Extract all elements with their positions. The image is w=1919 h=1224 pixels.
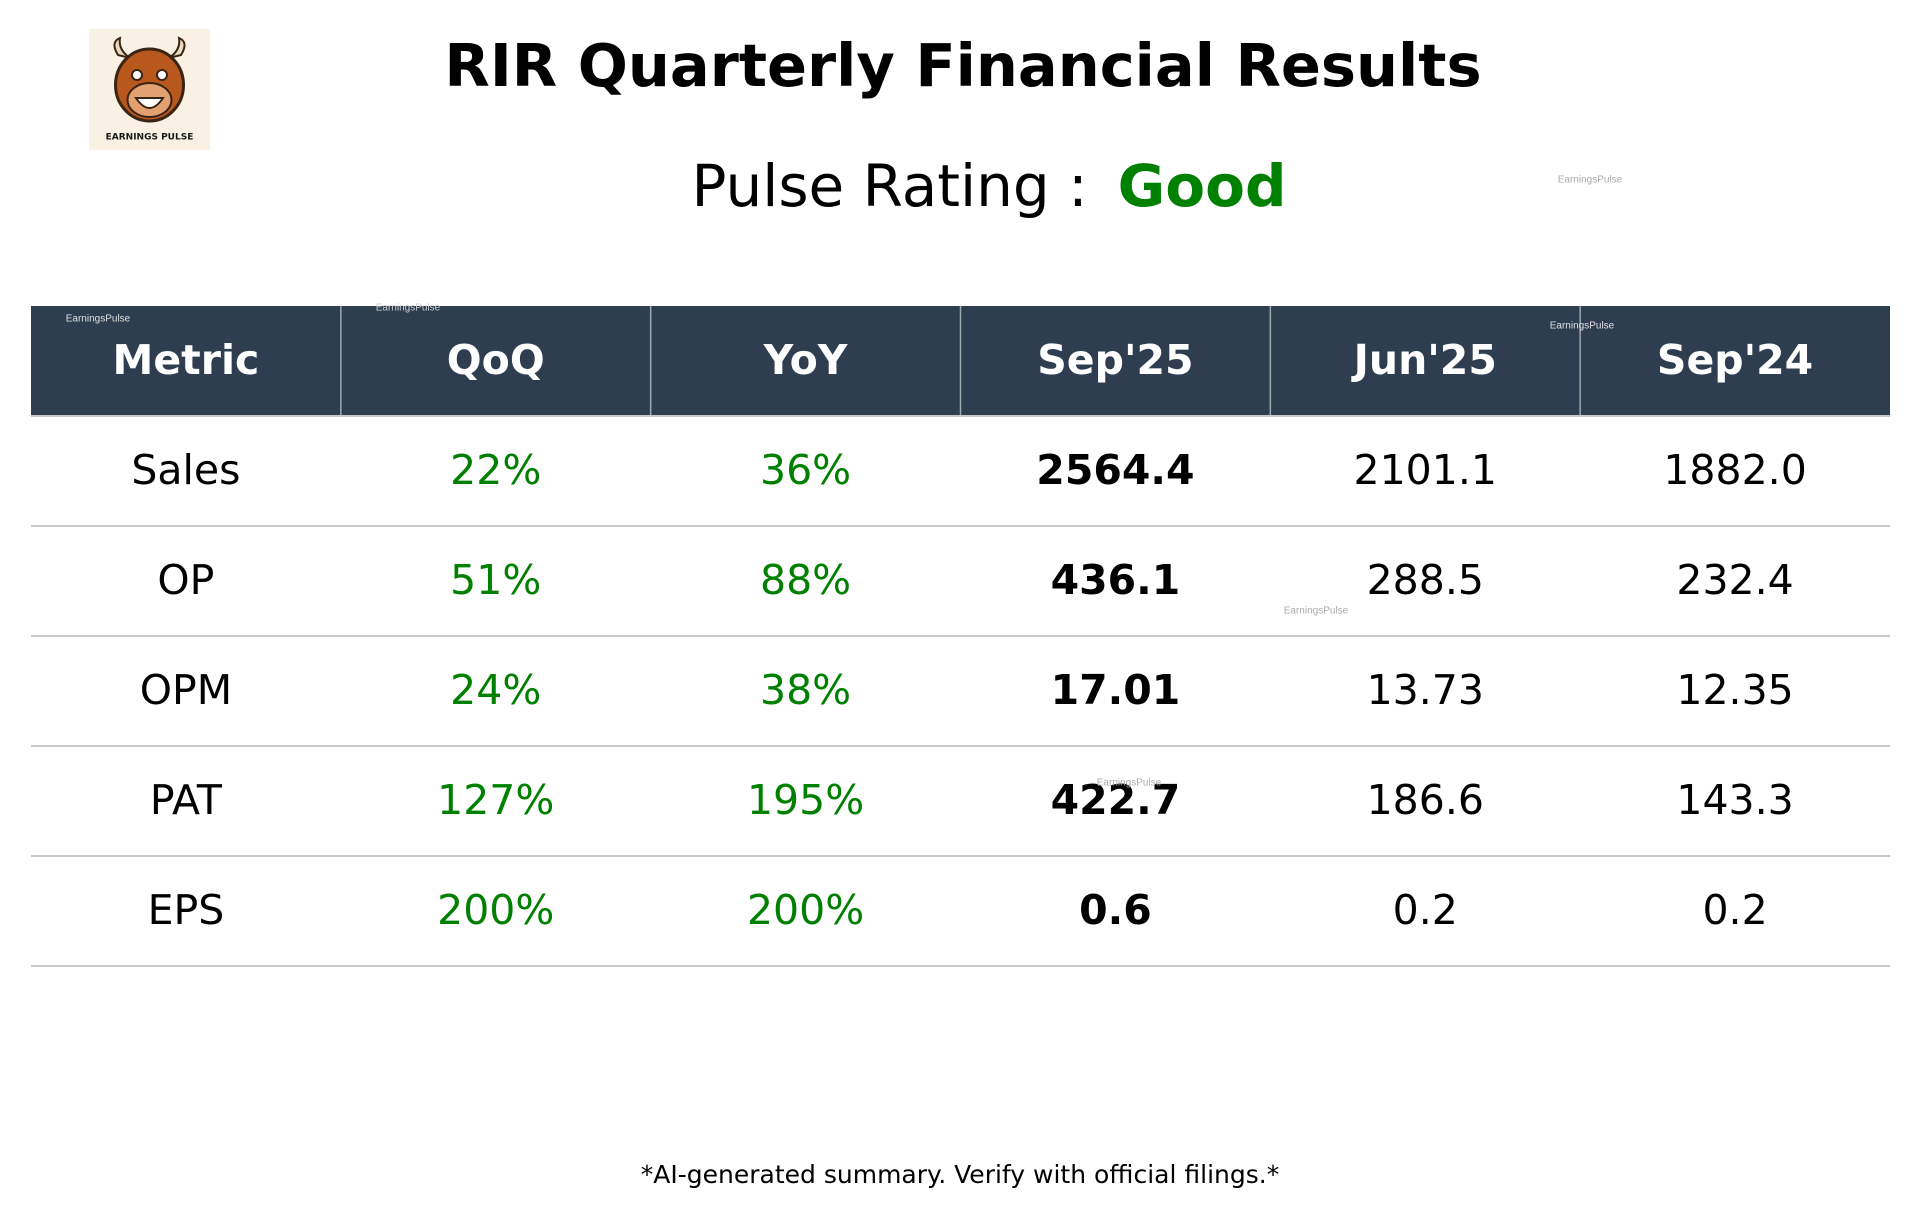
rating-label: Pulse Rating : <box>692 152 1088 220</box>
metric-name: PAT <box>150 776 223 824</box>
metric-name: EPS <box>148 886 225 934</box>
rating-value: Good <box>1118 152 1287 220</box>
watermark: EarningsPulse <box>66 314 131 325</box>
footer-note: *AI-generated summary. Verify with offic… <box>641 1160 1279 1189</box>
metric-name: Sales <box>131 446 240 494</box>
column-header: YoY <box>763 336 849 384</box>
metric-name: OPM <box>140 666 232 714</box>
cell-value: 36% <box>760 446 851 494</box>
cell-value: 422.7 <box>1051 776 1181 824</box>
title: RIR Quarterly Financial Results <box>444 31 1481 100</box>
cell-value: 2101.1 <box>1354 446 1497 494</box>
metric-name: OP <box>157 556 214 604</box>
watermark: EarningsPulse <box>1097 778 1162 789</box>
cell-value: 0.2 <box>1393 886 1458 934</box>
cell-value: 0.2 <box>1702 886 1767 934</box>
cell-value: 436.1 <box>1051 556 1181 604</box>
column-header: Jun'25 <box>1351 336 1497 384</box>
cell-value: 2564.4 <box>1036 446 1194 494</box>
cell-value: 1882.0 <box>1663 446 1806 494</box>
watermarks: EarningsPulse EarningsPulse EarningsPulse E… <box>66 175 1623 789</box>
cell-value: 0.6 <box>1079 886 1152 934</box>
logo-eye <box>156 69 168 81</box>
logo-text: EARNINGS PULSE <box>106 133 194 143</box>
cell-value: 22% <box>450 446 541 494</box>
cell-value: 200% <box>747 886 864 934</box>
cell-value: 17.01 <box>1051 666 1181 714</box>
cell-value: 143.3 <box>1676 776 1793 824</box>
watermark: EarningsPulse <box>1550 321 1615 332</box>
logo: EARNINGS PULSE <box>89 29 210 150</box>
watermark: EarningsPulse <box>1558 175 1623 186</box>
column-header: Sep'25 <box>1037 336 1193 384</box>
column-header: QoQ <box>447 336 545 384</box>
logo-mouth <box>134 97 165 109</box>
logo-eye <box>131 69 143 81</box>
watermark: EarningsPulse <box>376 303 441 314</box>
cell-value: 127% <box>437 776 554 824</box>
cell-value: 200% <box>437 886 554 934</box>
cell-value: 288.5 <box>1367 556 1484 604</box>
cell-value: 38% <box>760 666 851 714</box>
cell-value: 13.73 <box>1367 666 1484 714</box>
cell-value: 186.6 <box>1367 776 1484 824</box>
cell-value: 24% <box>450 666 541 714</box>
logo-horns <box>113 36 186 59</box>
column-header: Metric <box>113 336 260 384</box>
rating-line: Pulse Rating : Good <box>692 152 1287 220</box>
watermark: EarningsPulse <box>1284 606 1349 617</box>
cell-value: 88% <box>760 556 851 604</box>
cell-value: 12.35 <box>1676 666 1793 714</box>
table: Metric QoQ YoY Sep'25 Jun'25 Sep'24 Sales 22% 36… <box>31 306 1890 967</box>
column-header: Sep'24 <box>1657 336 1813 384</box>
cell-value: 195% <box>747 776 864 824</box>
cell-value: 232.4 <box>1676 556 1793 604</box>
cell-value: 51% <box>450 556 541 604</box>
